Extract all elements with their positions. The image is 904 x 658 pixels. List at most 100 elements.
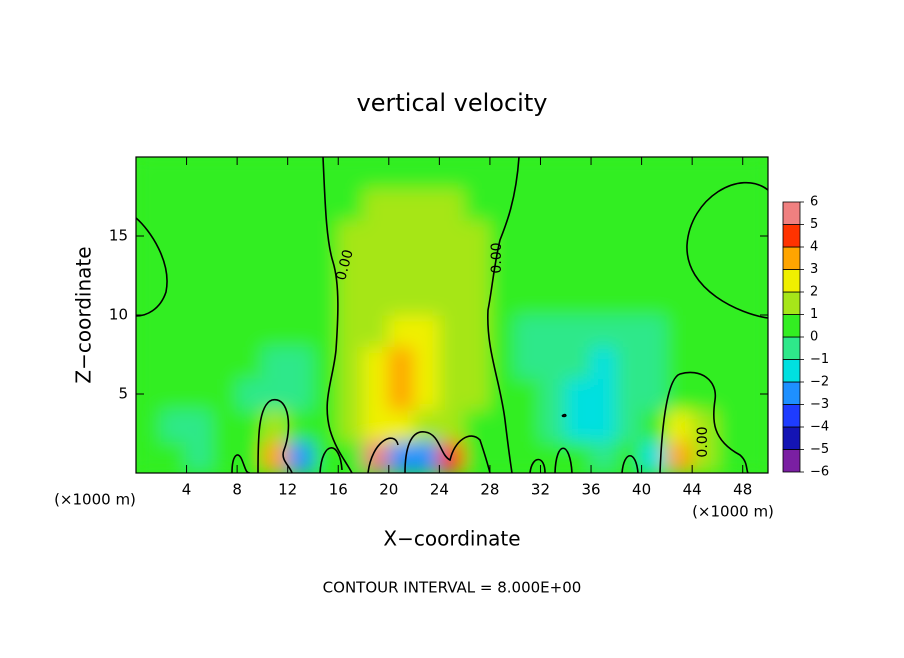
contour-line <box>686 181 768 319</box>
field-cell <box>565 377 592 411</box>
field-cell <box>742 188 768 221</box>
field-cell <box>287 188 314 221</box>
field-cell <box>413 377 440 411</box>
field-cell <box>287 157 314 190</box>
field-cell <box>261 314 289 348</box>
field-cell <box>464 346 491 379</box>
field-cell <box>590 219 617 253</box>
field-cell <box>438 157 466 190</box>
field-cell <box>261 282 289 316</box>
field-cell <box>716 440 744 473</box>
x-tick-label: 16 <box>329 481 348 499</box>
contour-line <box>257 399 293 473</box>
field-cell <box>539 219 567 253</box>
field-cell <box>641 251 668 284</box>
field-cell <box>590 346 617 379</box>
colorbar-cell <box>782 314 801 338</box>
field-cell <box>160 346 188 379</box>
field-cell <box>186 314 213 348</box>
field-cell <box>160 377 188 411</box>
field-cell <box>211 440 238 473</box>
field-cell <box>186 377 213 411</box>
contour-line <box>367 437 399 473</box>
field-cell <box>136 409 162 442</box>
y-tick-label: 5 <box>118 385 128 403</box>
colorbar-label: −5 <box>810 442 829 457</box>
field-cell <box>363 282 390 316</box>
y-axis-label: Z−coordinate <box>72 246 96 383</box>
field-cell <box>388 188 415 221</box>
x-tick-label: 32 <box>531 481 550 499</box>
contour-label: 0.00 <box>333 248 357 282</box>
field-cell <box>438 346 466 379</box>
field-cell <box>337 314 365 348</box>
field-cell <box>539 157 567 190</box>
field-cell <box>337 282 365 316</box>
field-cell <box>337 219 365 253</box>
y-tick-label: 15 <box>109 227 128 245</box>
colorbar-cell <box>782 246 801 270</box>
field-cell <box>716 377 744 411</box>
field-cell <box>413 188 440 221</box>
field-cell <box>514 409 541 442</box>
field-cell <box>186 157 213 190</box>
colorbar-cell <box>782 201 801 225</box>
field-cell <box>539 282 567 316</box>
x-axis-label: X−coordinate <box>383 527 520 551</box>
field-cell <box>742 282 768 316</box>
contour-line <box>529 458 546 473</box>
field-cell <box>363 346 390 379</box>
colorbar-label: 0 <box>810 330 818 345</box>
contour-line <box>659 371 749 473</box>
x-tick-label: 24 <box>430 481 449 499</box>
field-cell <box>590 157 617 190</box>
field-cell <box>666 188 693 221</box>
field-cell <box>388 409 415 442</box>
field-cell <box>716 314 744 348</box>
x-tick-label: 40 <box>632 481 651 499</box>
contour-label: 0.00 <box>489 242 505 273</box>
field-cell <box>261 219 289 253</box>
field-cell <box>312 440 339 473</box>
colorbar-label: −4 <box>810 420 829 435</box>
field-cell <box>236 188 263 221</box>
field-cell <box>261 409 289 442</box>
field-cell <box>438 409 466 442</box>
field-cell <box>236 157 263 190</box>
contours <box>136 157 768 473</box>
field-cell <box>514 440 541 473</box>
field-cell <box>590 188 617 221</box>
field-cell <box>742 251 768 284</box>
colorbar-label: −2 <box>810 375 829 390</box>
field-cell <box>514 251 541 284</box>
field-cell <box>641 188 668 221</box>
field-cell <box>691 346 718 379</box>
x-tick-label: 12 <box>278 481 297 499</box>
colorbar-label: 2 <box>810 285 818 300</box>
colorbar-cell <box>782 404 801 428</box>
field-cell <box>565 251 592 284</box>
field-cell <box>539 409 567 442</box>
colorbar-label: −3 <box>810 397 829 412</box>
field-cell <box>539 314 567 348</box>
field-cell <box>388 251 415 284</box>
colorbar-label: −6 <box>810 465 829 480</box>
field-cell <box>136 314 162 348</box>
field-cell <box>438 188 466 221</box>
field-cell <box>211 157 238 190</box>
colorbar-cell <box>782 381 801 405</box>
colorbar-cell <box>782 269 801 293</box>
field-cell <box>615 409 643 442</box>
x-unit-label: (×1000 m) <box>692 503 774 521</box>
field-cell <box>388 377 415 411</box>
contour-line <box>487 157 520 473</box>
field <box>136 157 768 473</box>
field-cell <box>691 157 718 190</box>
x-tick-label: 20 <box>379 481 398 499</box>
field-cell <box>312 377 339 411</box>
field-cell <box>312 409 339 442</box>
colorbar-cell <box>782 336 801 360</box>
field-cell <box>464 188 491 221</box>
field-cell <box>186 346 213 379</box>
field-cell <box>388 157 415 190</box>
